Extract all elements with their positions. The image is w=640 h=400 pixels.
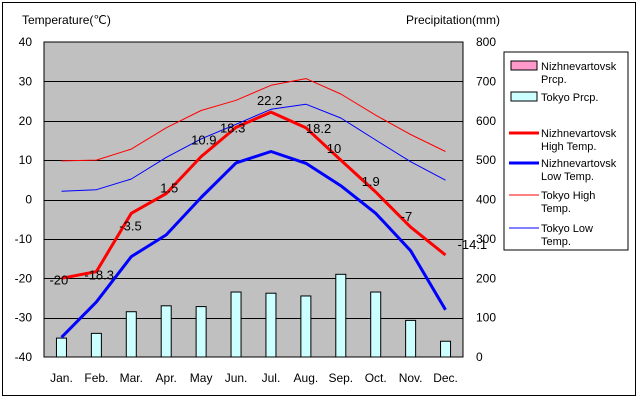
left-tick-label: -40 [15,350,33,364]
temp-line [61,103,446,192]
temp-line [61,110,447,280]
precip-bar [55,337,67,358]
legend-label: Nizhnevartovsk High Temp. [541,128,617,153]
x-tick-label: Feb. [84,371,108,385]
data-label: -7 [401,209,413,224]
left-tick-label: -20 [15,271,33,285]
legend-label: Tokyo High Temp. [541,190,595,215]
data-label: 10.9 [191,133,216,148]
precip-bar [265,292,277,358]
precip-bar [195,306,207,358]
right-tick-label: 100 [476,311,496,325]
precip-bar [335,273,347,358]
left-tick-label: 30 [19,74,33,88]
x-tick-label: Aug. [294,371,319,385]
precip-bar [125,311,137,358]
legend-swatch [510,60,538,71]
legend-box [503,51,629,251]
x-tick-label: Jun. [225,371,248,385]
legend-label: Tokyo Prcp. [541,92,598,104]
x-tick-label: Mar. [120,371,143,385]
legend-label: Nizhnevartovsk Low Temp. [541,158,617,183]
precip-bar [440,340,452,358]
data-label: 10 [327,141,341,156]
precip-bar [90,332,102,358]
data-label: -14.1 [458,237,488,252]
x-tick-label: Apr. [156,371,177,385]
right-tick-label: 200 [476,271,496,285]
precip-bar [370,291,382,358]
precip-bar [300,295,312,358]
x-tick-label: Nov. [399,371,423,385]
legend-swatch [510,91,538,102]
precip-bar [160,305,172,358]
x-tick-label: Jan. [50,371,73,385]
x-tick-label: May [190,371,213,385]
data-label: -3.5 [119,218,141,233]
plot-area [43,41,464,358]
temp-line [60,150,447,339]
legend-label: Tokyo Low Temp. [541,223,593,248]
right-axis-title: Precipitation(mm) [406,13,500,27]
right-tick-label: 0 [476,350,483,364]
x-tick-label: Sep. [328,371,353,385]
data-label: 18.2 [306,121,331,136]
x-tick-label: Dec. [433,371,458,385]
right-tick-label: 300 [476,232,496,246]
data-label: 18.3 [220,120,245,135]
precip-bar [405,319,417,358]
right-tick-label: 700 [476,74,496,88]
left-axis-title: Temperature(℃) [22,13,111,27]
right-tick-label: 500 [476,153,496,167]
right-tick-label: 400 [476,193,496,207]
left-tick-label: -10 [15,232,33,246]
data-label: -18.3 [84,268,114,283]
data-label: 1.5 [160,181,178,196]
x-tick-label: Jul. [262,371,281,385]
temp-line [61,78,446,162]
left-tick-label: 0 [25,193,32,207]
legend-label: Nizhnevartovsk Prcp. [541,61,617,86]
left-tick-label: 10 [19,153,33,167]
precip-bar [230,291,242,358]
right-tick-label: 600 [476,114,496,128]
left-tick-label: -30 [15,311,33,325]
data-label: 1.9 [362,174,380,189]
data-label: -20 [49,272,68,287]
right-tick-label: 800 [476,35,496,49]
left-tick-label: 20 [19,114,33,128]
data-label: 22.2 [257,93,282,108]
x-tick-label: Oct. [365,371,387,385]
left-tick-label: 40 [19,35,33,49]
